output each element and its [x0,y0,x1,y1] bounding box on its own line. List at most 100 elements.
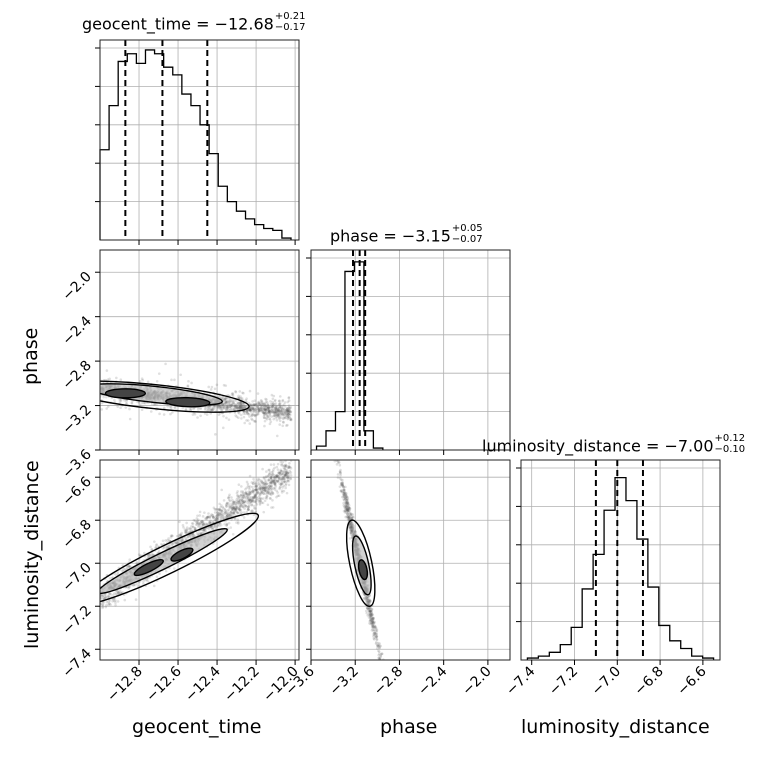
sample-point [379,661,382,664]
sample-point [149,554,152,557]
sample-point [108,599,112,602]
y-tick-label: −6.8 [59,517,94,552]
sample-point [245,492,248,496]
sample-point [347,516,351,520]
sample-point [280,482,283,486]
sample-point [264,397,267,401]
sample-point [277,408,280,412]
sample-point [256,410,260,414]
sample-point [211,514,214,517]
x-tick-label: −6.8 [632,664,667,699]
sample-point [240,493,243,497]
sample-point [367,606,371,610]
sample-point [244,504,248,508]
sample-point [244,505,248,508]
sample-point [339,471,342,474]
sample-point [267,411,270,414]
sample-point [220,512,223,515]
sample-point [248,492,251,495]
sample-point [228,493,231,497]
sample-point [243,406,247,410]
sample-point [274,475,277,478]
sample-point [278,419,282,423]
sample-point [283,477,287,481]
sample-point [193,526,197,530]
sample-point [101,605,105,608]
sample-point [368,621,371,625]
sample-point [282,477,285,481]
sample-point [268,472,271,476]
sample-point [239,403,243,407]
sample-point [229,408,233,411]
sample-point [186,531,190,534]
sample-point [348,506,351,510]
sample-point [172,542,175,545]
sample-point [282,471,285,475]
sample-point [238,406,242,409]
sample-point [337,461,340,464]
sample-point [268,406,271,409]
sample-point [211,520,214,524]
xlabel-geocent-time: geocent_time [132,716,262,738]
sample-point [346,509,349,512]
sample-point [282,480,286,483]
sample-point [280,462,284,466]
sample-point [141,582,145,585]
sample-point [225,405,229,408]
sample-point [188,535,192,539]
sample-point [111,599,114,603]
sample-point [239,503,243,507]
sample-point [184,531,188,535]
sample-point [101,594,104,598]
sample-point [106,378,110,381]
sample-point [287,416,291,419]
sample-point [344,491,347,495]
sample-point [113,398,116,402]
sample-point [350,529,354,532]
sample-point [242,493,246,497]
sample-point [193,412,197,416]
sample-point [138,379,142,383]
sample-point [224,397,228,400]
sample-point [269,405,272,408]
sample-point [222,404,225,408]
sample-point [237,499,240,502]
sample-point [240,503,244,506]
sample-point [367,609,370,613]
sample-point [213,511,217,514]
sample-point [375,630,378,634]
sample-point [219,505,223,509]
sample-point [379,655,383,658]
sample-point [346,504,349,508]
sample-point [244,504,247,507]
sample-point [253,482,257,486]
sample-point [368,614,372,618]
sample-point [275,489,278,493]
sample-point [248,492,252,496]
sample-point [282,408,286,412]
sample-point [157,549,161,553]
sample-point [263,410,266,414]
sample-point [353,533,356,536]
sample-point [275,408,279,411]
sample-point [241,406,244,410]
sample-point [261,481,265,485]
sample-point [274,481,277,485]
sample-point [368,609,371,613]
sample-point [256,480,260,483]
sample-point [275,475,279,479]
sample-point [338,485,342,488]
sample-point [267,490,271,494]
sample-point [270,407,274,411]
sample-point [350,521,354,525]
sample-point [368,609,372,613]
sample-point [241,491,245,495]
sample-point [238,404,242,408]
sample-point [219,523,223,527]
sample-point [251,400,254,403]
sample-point [349,524,352,528]
sample-point [285,471,288,474]
sample-point [345,497,348,501]
sample-point [238,508,241,512]
sample-point [223,516,226,519]
